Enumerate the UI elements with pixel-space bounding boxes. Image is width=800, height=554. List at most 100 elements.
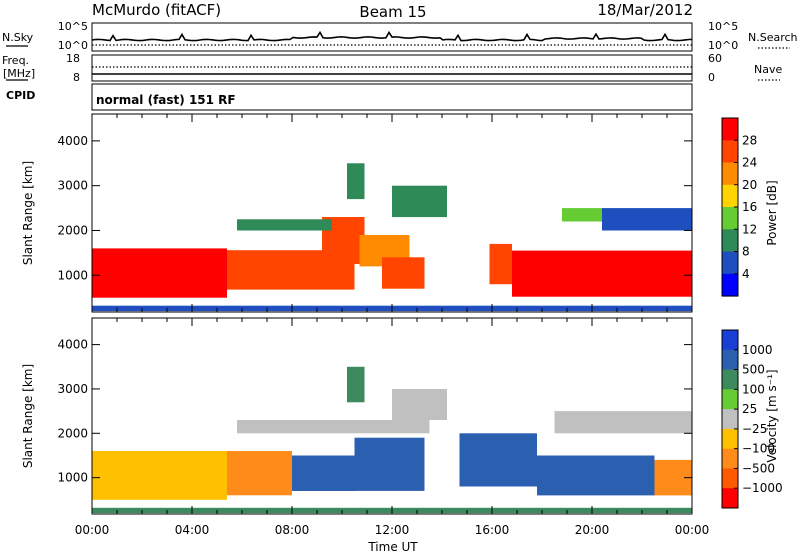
nsearch-label: N.Search: [748, 31, 798, 44]
colorbar-tick-label: 500: [742, 363, 765, 377]
x-tick-label: 04:00: [175, 523, 210, 537]
heatmap-cell: [392, 185, 447, 218]
cpid-panel-frame: [91, 83, 693, 111]
nsky-label: N.Sky: [2, 31, 34, 44]
nsearch-tick-low: 10^0: [708, 39, 738, 52]
nave-tick-high: 60: [708, 52, 722, 65]
x-tick-label: 20:00: [575, 523, 610, 537]
colorbar-segment: [722, 207, 738, 230]
colorbar-segment: [722, 273, 738, 297]
colorbar-segment: [722, 369, 738, 390]
heatmap-cell: [237, 219, 332, 231]
nave-tick-low: 0: [708, 71, 715, 84]
heatmap-cell: [92, 248, 227, 298]
nsearch-tick-high: 10^5: [708, 20, 738, 33]
colorbar-segment: [722, 162, 738, 186]
heatmap-cell: [512, 250, 692, 297]
x-tick-label: 12:00: [375, 523, 410, 537]
colorbar-tick-label: 1000: [742, 343, 773, 357]
colorbar-tick-label: 28: [742, 133, 757, 147]
y-tick-label: 3000: [57, 382, 88, 396]
heatmap-cell: [602, 208, 692, 231]
colorbar-segment: [722, 184, 738, 208]
y-tick-label: 2000: [57, 426, 88, 440]
colorbar-tick-label: 8: [742, 245, 750, 259]
colorbar-segment: [722, 229, 738, 253]
heatmap-cell: [459, 433, 537, 487]
colorbar-tick-label: −25: [742, 422, 767, 436]
colorbar-segment: [722, 409, 738, 430]
heatmap-cell: [354, 437, 425, 491]
y-tick-label: 1000: [57, 471, 88, 485]
heatmap-cell: [227, 451, 292, 496]
y-tick-label: 2000: [57, 223, 88, 237]
power-colorbar: 4 8 12 16 20 24 28: [721, 117, 757, 297]
colorbar-tick-label: 16: [742, 200, 757, 214]
power-y-axis-label: Slant Range [km]: [21, 161, 35, 265]
nave-label: Nave: [754, 63, 782, 76]
y-tick-label: 3000: [57, 179, 88, 193]
heatmap-cell: [392, 389, 447, 420]
colorbar-segment: [722, 389, 738, 410]
power-heatmap: [92, 163, 692, 312]
time-axis-label: Time UT: [367, 540, 418, 554]
y-tick-label: 1000: [57, 268, 88, 282]
power-y-axis: 1000 2000 3000 4000: [57, 134, 692, 282]
heatmap-cell: [347, 163, 365, 200]
colorbar-tick-label: 20: [742, 178, 757, 192]
velocity-colorbar: 1000 500 100 25 −25 −100 −500 −1000: [721, 329, 783, 509]
heatmap-cell: [537, 455, 655, 496]
cpid-label: CPID: [6, 89, 35, 102]
colorbar-segment: [722, 118, 738, 141]
colorbar-segment: [722, 251, 738, 275]
heatmap-cell: [237, 420, 430, 434]
freq-tick-low: 8: [73, 71, 80, 84]
colorbar-segment: [722, 330, 738, 351]
nsky-tick-low: 10^0: [58, 39, 88, 52]
colorbar-tick-label: 4: [742, 267, 750, 281]
power-x-axis: [91, 114, 693, 312]
y-tick-label: 4000: [57, 134, 88, 148]
heatmap-cell: [554, 411, 692, 434]
freq-tick-high: 18: [66, 52, 80, 65]
heatmap-cell: [562, 208, 605, 222]
colorbar-tick-label: 25: [742, 402, 757, 416]
velocity-y-axis-label: Slant Range [km]: [21, 364, 35, 468]
velocity-heatmap: [92, 366, 692, 514]
heatmap-cell: [489, 243, 512, 285]
freq-unit-label: [MHz]: [3, 67, 35, 80]
y-tick-label: 4000: [57, 338, 88, 352]
colorbar-tick-label: −100: [742, 442, 775, 456]
velocity-y-axis: 1000 2000 3000 4000: [57, 338, 692, 485]
colorbar-segment: [722, 140, 738, 164]
colorbar-segment: [722, 448, 738, 469]
x-tick-label: 00:00: [675, 523, 710, 537]
x-tick-label: 00:00: [75, 523, 110, 537]
cpid-text: normal (fast) 151 RF: [96, 93, 236, 107]
colorbar-tick-label: 100: [742, 382, 765, 396]
colorbar-tick-label: −500: [742, 461, 775, 475]
velocity-x-axis: 00:00 04:00 08:00 12:00 16:00 20:00 00:00: [75, 318, 710, 537]
colorbar-tick-label: 24: [742, 156, 757, 170]
nsky-series-line: [91, 30, 693, 42]
colorbar-tick-label: 12: [742, 222, 757, 236]
power-colorbar-label: Power [dB]: [765, 180, 779, 245]
heatmap-cell: [347, 366, 365, 403]
station-title: McMurdo (fitACF): [92, 1, 221, 19]
x-tick-label: 08:00: [275, 523, 310, 537]
velocity-colorbar-label: Velocity [m s⁻¹]: [765, 369, 779, 462]
colorbar-frame: [721, 329, 739, 509]
date-title: 18/Mar/2012: [597, 1, 693, 19]
heatmap-cell: [92, 451, 227, 500]
beam-title: Beam 15: [359, 3, 426, 21]
colorbar-segment: [722, 428, 738, 450]
x-tick-label: 16:00: [475, 523, 510, 537]
colorbar-segment: [722, 349, 738, 371]
freq-label: Freq.: [2, 54, 29, 67]
heatmap-cell: [382, 257, 425, 289]
heatmap-cell: [292, 455, 357, 491]
nsky-tick-high: 10^5: [58, 20, 88, 33]
colorbar-tick-label: −1000: [742, 481, 783, 495]
colorbar-segment: [722, 468, 738, 489]
